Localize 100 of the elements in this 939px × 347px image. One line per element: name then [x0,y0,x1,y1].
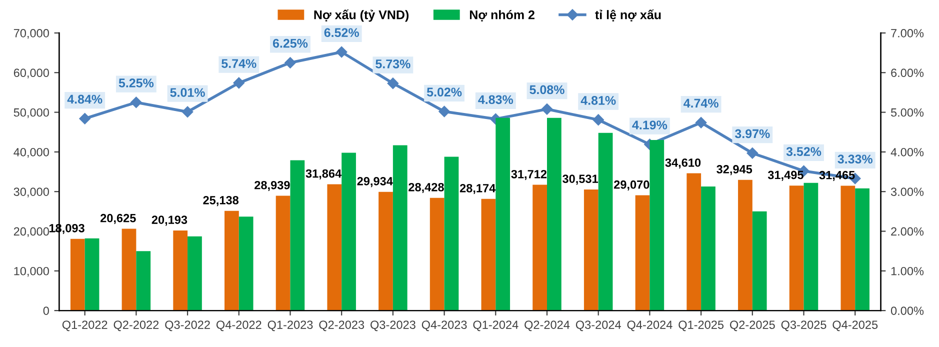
x-tick-label: Q2-2025 [730,320,775,332]
point [233,77,244,89]
y-tick-label: 60,000 [14,68,49,78]
bar [276,196,290,311]
bar [546,118,562,311]
x-tick-label: Q4-2022 [216,320,262,332]
data-label: 31,465 [819,170,855,181]
legend-label: Nợ xấu (tỷ VND) [314,10,409,22]
legend-label: Nợ nhóm 2 [470,10,534,22]
x-tick-label: Q4-2024 [627,320,672,332]
data-label: 5.02% [426,88,462,97]
x-tick-label: Q1-2024 [473,320,518,332]
bar [342,152,356,311]
point [746,148,758,159]
point [336,46,348,58]
data-label: 31,864 [306,169,342,180]
x-tick-label: Q1-2022 [62,320,108,332]
data-label: 25,138 [203,196,239,206]
bar [752,211,767,311]
x-tick-label: Q2-2022 [114,320,159,332]
x-tick-label: Q2-2024 [524,320,570,332]
bar [598,132,613,311]
point [284,57,296,68]
bar [122,228,136,311]
point [182,106,194,118]
bar [327,184,342,311]
bar [532,184,547,311]
y2-tick-label: 5.00% [890,108,924,117]
x-tick-label: Q3-2025 [781,320,826,332]
point [79,113,90,124]
bar [584,189,598,311]
data-label: 5.08% [530,85,564,94]
data-label: 6.25% [272,38,308,48]
bar [635,195,650,311]
bar [804,182,818,311]
x-tick-label: Q3-2023 [370,320,416,332]
x-tick-label: Q3-2022 [165,320,210,332]
data-label: 30,531 [562,174,598,185]
data-label: 28,428 [408,182,444,194]
x-tick-label: Q1-2025 [678,320,724,332]
data-label: 5.73% [376,60,410,68]
bar [70,238,85,311]
bar [430,198,444,311]
bar [738,180,752,311]
data-label: 20,625 [100,214,136,224]
y2-tick-label: 4.00% [890,148,924,156]
data-label: 4.83% [478,95,514,104]
data-label: 3.52% [786,147,822,156]
data-label: 29,070 [614,180,650,190]
data-label: 28,939 [254,180,290,192]
data-label: 3.97% [734,129,770,138]
y-tick-label: 30,000 [14,188,49,198]
x-tick-label: Q2-2023 [319,320,364,332]
data-label: 4.84% [67,94,102,104]
bar [855,188,870,311]
data-label: 6.52% [324,28,359,38]
y-tick-label: 40,000 [14,148,49,158]
data-label: 32,945 [716,165,752,176]
bar [224,210,239,311]
point [592,114,604,126]
bar [496,118,510,311]
x-tick-label: Q4-2025 [832,320,878,332]
y2-tick-label: 7.00% [891,29,924,38]
data-label: 5.25% [118,78,154,88]
data-label: 4.19% [632,120,668,130]
data-label: 3.33% [838,154,872,164]
legend-label: tỉ lệ nợ xấu [595,10,661,22]
y2-tick-label: 3.00% [890,188,924,196]
data-label: 4.74% [684,98,718,108]
bar [701,186,716,311]
data-label: 4.81% [580,96,616,105]
bar [378,192,393,311]
bar [173,230,188,311]
x-tick-label: Q4-2023 [422,320,467,332]
y-tick-label: 50,000 [14,108,49,118]
y-tick-label: 0 [43,306,49,315]
y-tick-label: 70,000 [14,29,49,39]
bar [686,173,702,311]
bar [238,216,254,311]
x-tick-label: Q3-2024 [576,320,621,332]
bar [84,238,100,311]
bar [188,236,202,311]
point [387,78,399,89]
bar [444,156,459,311]
data-label: 5.01% [170,88,205,97]
data-label: 29,934 [357,176,393,188]
point [438,106,450,118]
y-tick-label: 20,000 [14,227,49,238]
point [695,116,707,128]
data-label: 31,712 [511,170,547,180]
x-tick-label: Q1-2023 [268,320,313,332]
bar [136,251,151,311]
bar [789,186,804,311]
point [130,96,142,108]
bar [650,140,664,311]
y2-tick-label: 1.00% [891,266,924,276]
bar [840,186,856,311]
y-tick-label: 10,000 [14,266,49,277]
point [541,104,553,115]
data-label: 34,610 [665,158,701,169]
